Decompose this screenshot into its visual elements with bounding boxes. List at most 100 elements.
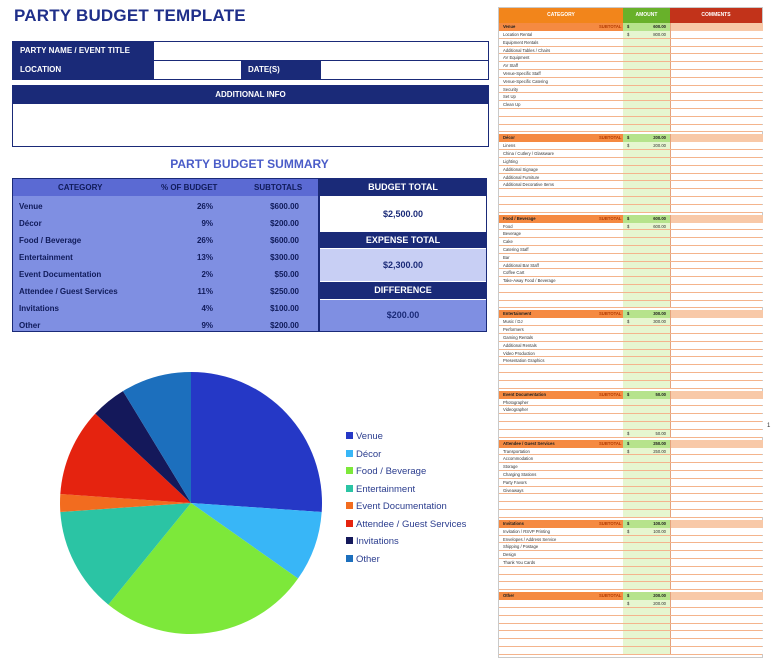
amount-cell[interactable]	[623, 230, 670, 238]
amount-cell[interactable]	[623, 422, 670, 429]
amount-cell[interactable]	[623, 116, 670, 124]
amount-cell[interactable]	[623, 285, 670, 292]
amount-cell[interactable]	[623, 85, 670, 93]
amount-cell[interactable]	[623, 318, 670, 326]
comment-cell[interactable]	[670, 447, 763, 455]
amount-cell[interactable]	[623, 647, 670, 654]
comment-cell[interactable]	[670, 269, 763, 277]
comment-cell[interactable]	[670, 150, 763, 157]
amount-cell[interactable]	[623, 326, 670, 333]
amount-cell[interactable]	[623, 551, 670, 558]
comment-cell[interactable]	[670, 197, 763, 204]
amount-cell[interactable]	[623, 600, 670, 607]
comment-cell[interactable]	[670, 181, 763, 189]
comment-cell[interactable]	[670, 326, 763, 333]
amount-cell[interactable]	[623, 566, 670, 574]
comment-cell[interactable]	[670, 406, 763, 414]
amount-cell[interactable]	[623, 478, 670, 486]
amount-cell[interactable]	[623, 373, 670, 380]
amount-cell[interactable]	[623, 406, 670, 414]
comment-cell[interactable]	[670, 414, 763, 421]
amount-cell[interactable]	[623, 543, 670, 551]
comment-cell[interactable]	[670, 31, 763, 38]
comment-cell[interactable]	[670, 543, 763, 551]
comment-cell[interactable]	[670, 23, 763, 31]
comment-cell[interactable]	[670, 631, 763, 639]
amount-cell[interactable]	[623, 334, 670, 341]
amount-cell[interactable]	[623, 559, 670, 566]
comment-cell[interactable]	[670, 566, 763, 574]
amount-cell[interactable]	[623, 574, 670, 582]
budget-total-value[interactable]: $2,500.00	[320, 197, 486, 231]
amount-cell[interactable]	[623, 623, 670, 631]
comment-cell[interactable]	[670, 230, 763, 238]
comment-cell[interactable]	[670, 253, 763, 261]
amount-cell[interactable]	[623, 292, 670, 300]
comment-cell[interactable]	[670, 535, 763, 543]
amount-cell[interactable]	[623, 414, 670, 421]
comment-cell[interactable]	[670, 494, 763, 502]
comment-cell[interactable]	[670, 574, 763, 582]
amount-cell[interactable]	[623, 165, 670, 173]
amount-cell[interactable]	[623, 277, 670, 284]
amount-cell[interactable]	[623, 615, 670, 623]
comment-cell[interactable]	[670, 429, 763, 437]
amount-cell[interactable]	[623, 158, 670, 165]
comment-cell[interactable]	[670, 380, 763, 388]
amount-cell[interactable]	[623, 77, 670, 85]
amount-cell[interactable]	[623, 197, 670, 204]
amount-cell[interactable]	[623, 253, 670, 261]
comment-cell[interactable]	[670, 292, 763, 300]
comment-cell[interactable]	[670, 310, 763, 319]
comment-cell[interactable]	[670, 54, 763, 62]
amount-cell[interactable]	[623, 222, 670, 230]
amount-cell[interactable]	[623, 494, 670, 502]
amount-cell[interactable]	[623, 357, 670, 365]
comment-cell[interactable]	[670, 142, 763, 150]
amount-cell[interactable]	[623, 246, 670, 253]
comment-cell[interactable]	[670, 502, 763, 509]
comment-cell[interactable]	[670, 349, 763, 357]
comment-cell[interactable]	[670, 527, 763, 535]
amount-cell[interactable]	[623, 173, 670, 181]
amount-cell[interactable]	[623, 46, 670, 54]
comment-cell[interactable]	[670, 158, 763, 165]
amount-cell[interactable]	[623, 631, 670, 639]
comment-cell[interactable]	[670, 134, 763, 143]
comment-cell[interactable]	[670, 422, 763, 429]
comment-cell[interactable]	[670, 463, 763, 470]
amount-cell[interactable]	[623, 463, 670, 470]
amount-cell[interactable]	[623, 181, 670, 189]
location-input[interactable]	[153, 61, 241, 79]
amount-cell[interactable]	[623, 486, 670, 494]
comment-cell[interactable]	[670, 357, 763, 365]
comment-cell[interactable]	[670, 365, 763, 372]
amount-cell[interactable]	[623, 639, 670, 646]
comment-cell[interactable]	[670, 46, 763, 54]
additional-info-input[interactable]	[13, 104, 488, 145]
comment-cell[interactable]	[670, 62, 763, 69]
comment-cell[interactable]	[670, 608, 763, 615]
amount-cell[interactable]	[623, 62, 670, 69]
amount-cell[interactable]	[623, 204, 670, 212]
amount-cell[interactable]	[623, 31, 670, 38]
comment-cell[interactable]	[670, 592, 763, 601]
comment-cell[interactable]	[670, 582, 763, 590]
amount-cell[interactable]	[623, 365, 670, 372]
amount-cell[interactable]	[623, 535, 670, 543]
comment-cell[interactable]	[670, 300, 763, 308]
comment-cell[interactable]	[670, 519, 763, 528]
comment-cell[interactable]	[670, 341, 763, 349]
amount-cell[interactable]	[623, 70, 670, 77]
amount-cell[interactable]	[623, 300, 670, 308]
amount-cell[interactable]	[623, 238, 670, 245]
amount-cell[interactable]	[623, 269, 670, 277]
comment-cell[interactable]	[670, 478, 763, 486]
dates-input[interactable]	[320, 61, 488, 79]
party-name-input[interactable]	[153, 42, 488, 60]
comment-cell[interactable]	[670, 93, 763, 101]
amount-cell[interactable]	[623, 398, 670, 406]
comment-cell[interactable]	[670, 623, 763, 631]
amount-cell[interactable]	[623, 510, 670, 517]
amount-cell[interactable]	[623, 380, 670, 388]
